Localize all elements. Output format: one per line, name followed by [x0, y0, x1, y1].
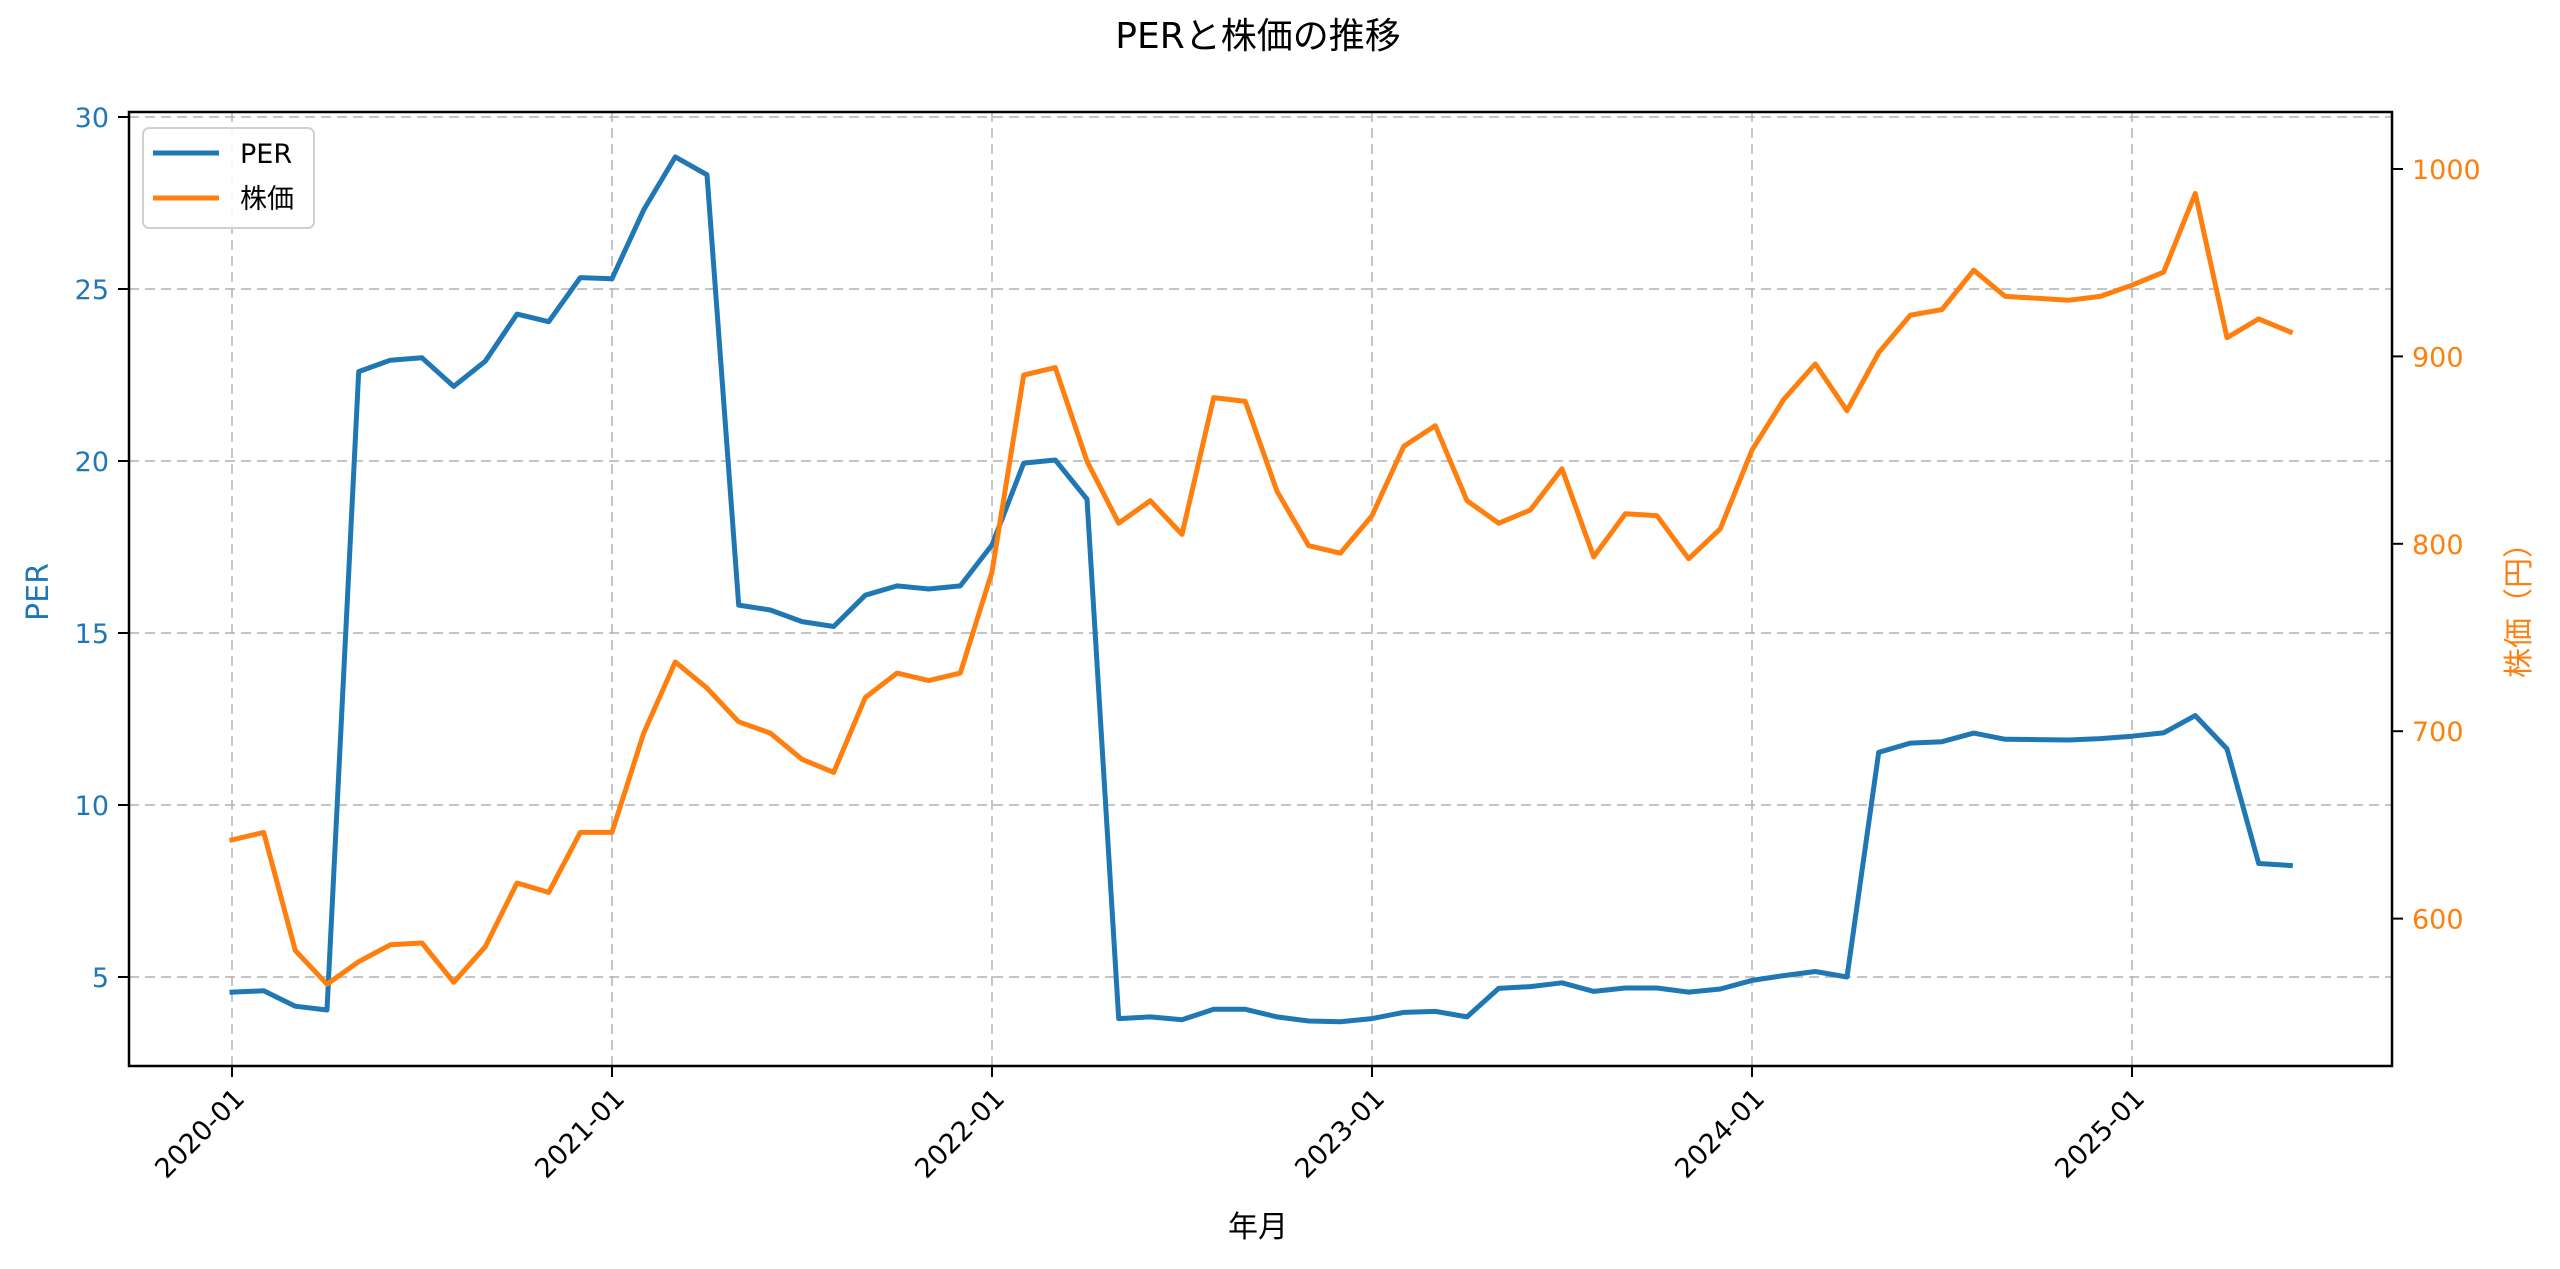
y-axis-left: 5 10 15 20 25 30	[75, 103, 129, 994]
y-left-tick-label: 10	[75, 791, 109, 822]
y-axis-right-label: 株価（円）	[2502, 528, 2537, 678]
y-axis-left-label: PER	[21, 563, 56, 621]
x-tick-label: 2022-01	[909, 1083, 1011, 1185]
y-left-tick-label: 30	[75, 103, 109, 134]
y-left-tick-label: 15	[75, 619, 109, 650]
stock-price-line	[228, 190, 2294, 987]
y-left-tick-label: 5	[92, 963, 109, 994]
y-right-tick-label: 1000	[2412, 155, 2481, 186]
x-tick-label: 2020-01	[149, 1083, 251, 1185]
x-tick-label: 2023-01	[1289, 1083, 1391, 1185]
y-right-tick-label: 700	[2412, 717, 2464, 748]
x-axis: 2020-01 2021-01 2022-01 2023-01 2024-01 2025-…	[149, 1066, 2151, 1185]
per-line	[229, 154, 2293, 1025]
y-right-tick-label: 900	[2412, 342, 2464, 373]
x-tick-label: 2025-01	[2049, 1083, 2151, 1185]
y-axis-right: 600 700 800 900 1000	[2392, 155, 2481, 936]
x-tick-label: 2024-01	[1669, 1083, 1771, 1185]
plot-frame	[127, 110, 2394, 1068]
series-lines	[228, 154, 2294, 1025]
chart-title: PERと株価の推移	[1115, 16, 1400, 57]
plot-area	[129, 112, 2392, 1066]
y-right-tick-label: 600	[2412, 905, 2464, 936]
legend-per-label: PER	[240, 139, 292, 170]
y-right-tick-label: 800	[2412, 530, 2464, 561]
x-tick-label: 2021-01	[529, 1083, 631, 1185]
legend-price-label: 株価	[240, 184, 294, 215]
y-left-tick-label: 20	[75, 447, 109, 478]
legend: PER 株価	[142, 127, 315, 229]
grid-lines	[129, 112, 2392, 1066]
y-left-tick-label: 25	[75, 275, 109, 306]
x-axis-label: 年月	[1228, 1210, 1288, 1245]
